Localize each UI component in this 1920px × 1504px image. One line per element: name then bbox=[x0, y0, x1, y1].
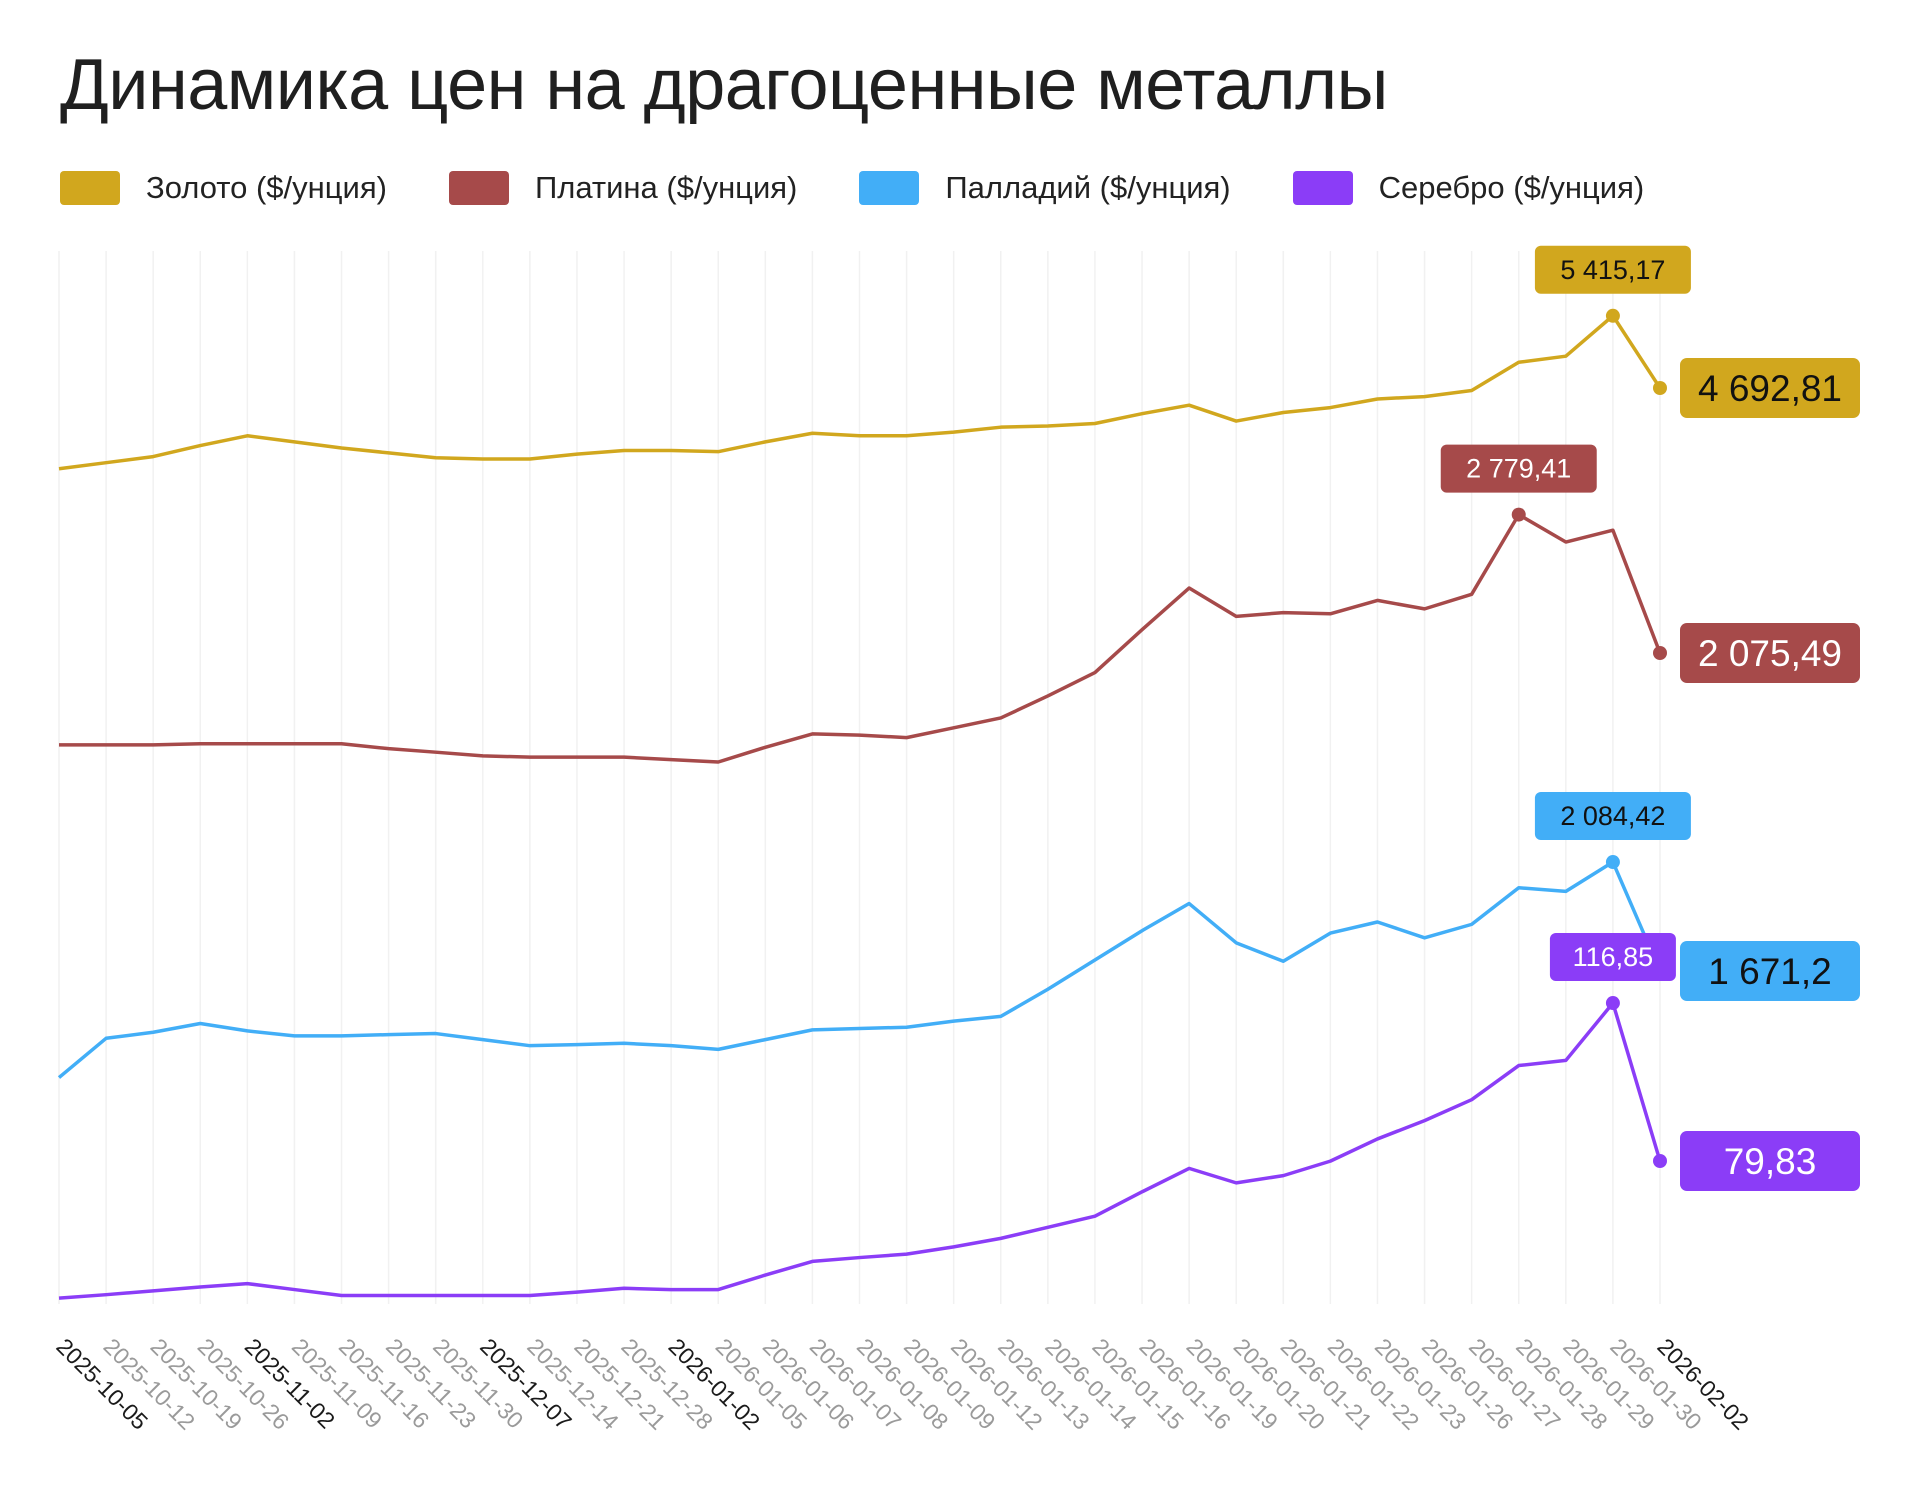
chart-title: Динамика цен на драгоценные металлы bbox=[60, 45, 1388, 125]
peak-label: 5 415,17 bbox=[1560, 255, 1665, 285]
peak-label: 116,85 bbox=[1573, 942, 1654, 972]
peak-marker bbox=[1605, 996, 1620, 1011]
legend-item: Золото ($/унция) bbox=[60, 170, 387, 206]
series-line bbox=[58, 1001, 1662, 1300]
peak-label-box bbox=[1440, 444, 1597, 493]
peak-marker bbox=[1511, 507, 1526, 522]
last-value-label: 4 692,81 bbox=[1698, 368, 1842, 409]
legend-label: Серебро ($/унция) bbox=[1378, 170, 1645, 205]
last-value-box bbox=[1680, 941, 1860, 1001]
peak-marker bbox=[1605, 308, 1620, 323]
peak-label: 2 779,41 bbox=[1466, 454, 1571, 484]
last-value-box bbox=[1680, 1131, 1860, 1191]
legend-label: Палладий ($/унция) bbox=[945, 170, 1231, 205]
peak-marker bbox=[1605, 855, 1620, 870]
legend-swatch bbox=[859, 171, 920, 205]
series-line bbox=[58, 314, 1662, 471]
legend-item: Серебро ($/унция) bbox=[1292, 170, 1645, 206]
last-marker bbox=[1653, 646, 1667, 660]
last-marker bbox=[1653, 381, 1667, 395]
last-value-label: 1 671,2 bbox=[1708, 951, 1831, 992]
series-line bbox=[59, 512, 1662, 764]
peak-label-box bbox=[1534, 245, 1691, 294]
last-marker bbox=[1653, 1154, 1667, 1168]
legend-label: Платина ($/унция) bbox=[534, 170, 798, 205]
legend-item: Палладий ($/унция) bbox=[859, 170, 1231, 206]
legend: Золото ($/унция) Платина ($/унция) Паллади… bbox=[60, 170, 1706, 206]
peak-label: 2 084,42 bbox=[1560, 801, 1665, 831]
peak-label-box bbox=[1534, 792, 1691, 841]
last-value-box bbox=[1680, 358, 1860, 418]
last-value-label: 79,83 bbox=[1724, 1141, 1817, 1182]
last-value-box bbox=[1680, 623, 1860, 683]
peak-label-box bbox=[1549, 933, 1676, 982]
legend-swatch bbox=[60, 171, 120, 205]
series-line bbox=[57, 860, 1662, 1079]
legend-item: Платина ($/унция) bbox=[448, 170, 798, 206]
legend-swatch bbox=[448, 171, 509, 205]
last-value-label: 2 075,49 bbox=[1698, 633, 1842, 674]
legend-label: Золото ($/унция) bbox=[146, 170, 387, 205]
legend-swatch bbox=[1292, 171, 1353, 205]
